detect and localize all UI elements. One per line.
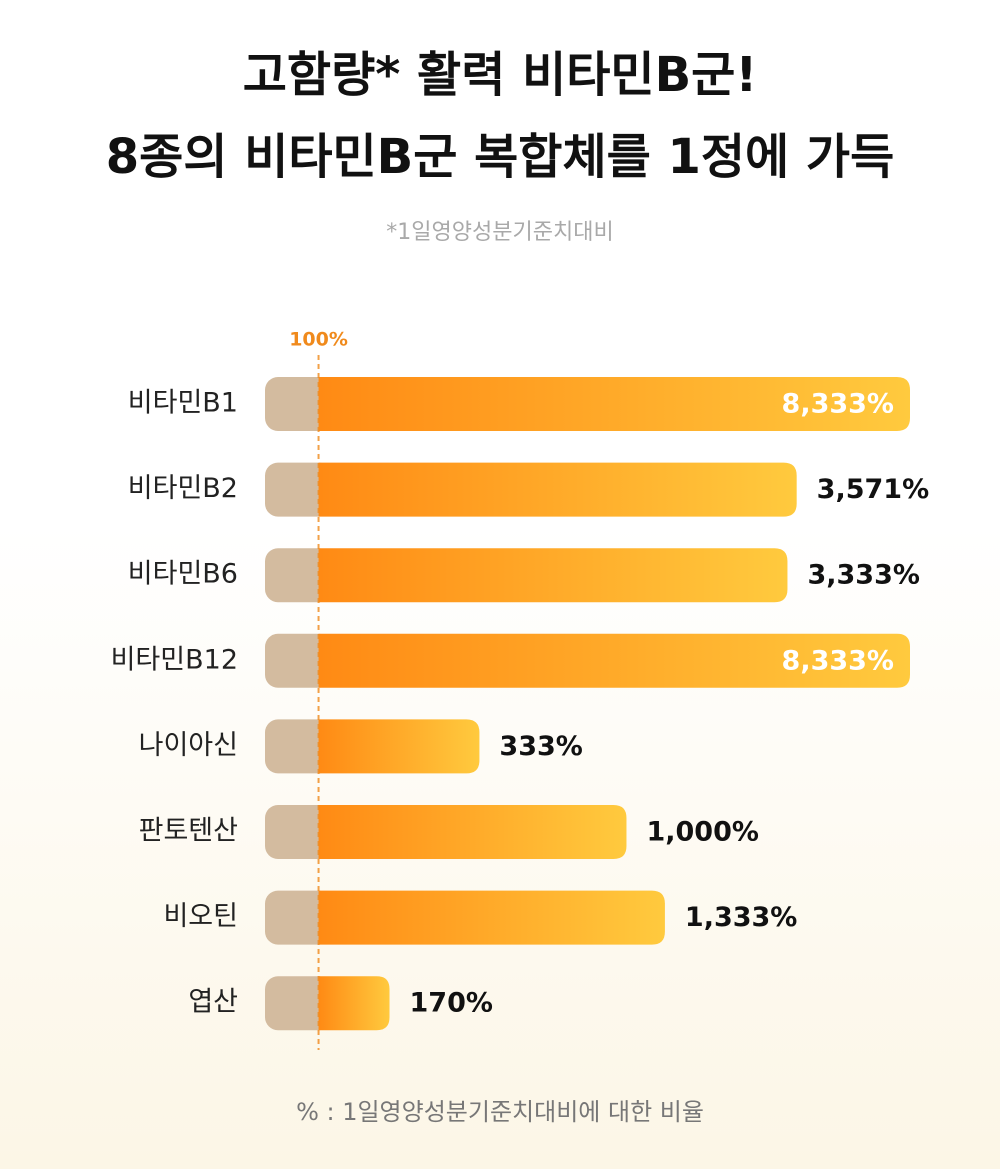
value-label: 3,571% [817,474,929,505]
bar-base [265,548,332,603]
bar [318,548,788,603]
value-label: 1,000% [646,817,758,848]
chart-title: 8종의 비타민B군 복합체를 1정에 가득 [106,129,894,185]
bar [318,805,627,859]
bar [318,462,797,517]
bar-base [265,377,332,431]
value-label: 8,333% [782,645,894,676]
category-label: 비타민B2 [128,473,238,504]
reference-label: 100% [289,329,348,351]
value-label: 333% [499,731,582,762]
bar-base [265,462,332,517]
bar-base [265,890,332,945]
bar [318,719,480,774]
bar-base [265,976,332,1031]
category-label: 비오틴 [163,901,238,932]
category-label: 비타민B6 [128,559,238,590]
chart-title: 고함량* 활력 비타민B군! [243,47,757,103]
category-label: 엽산 [188,987,238,1018]
value-label: 170% [410,988,493,1019]
category-label: 비타민B12 [111,644,238,675]
bar-base [265,633,332,688]
bar [318,890,665,945]
bar [318,377,911,431]
category-label: 비타민B1 [128,388,238,419]
bar-base [265,805,332,859]
footnote: % : 1일영양성분기준치대비에 대한 비율 [296,1098,704,1126]
bar [318,976,390,1031]
category-label: 나이아신 [139,730,238,761]
value-label: 8,333% [782,389,894,420]
value-label: 1,333% [685,902,797,933]
value-label: 3,333% [807,560,919,591]
bar [318,633,911,688]
bar-base [265,719,332,774]
subtitle: *1일영양성분기준치대비 [386,220,613,245]
category-label: 판토텐산 [139,816,238,847]
